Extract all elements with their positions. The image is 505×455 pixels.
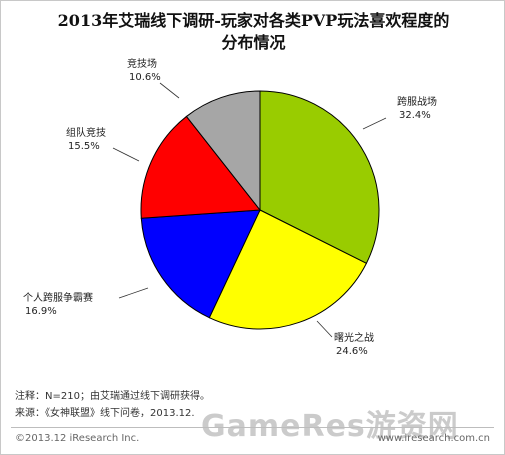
leader-line-2 <box>118 287 149 299</box>
slice-label-3: 组队竞技 <box>66 126 106 139</box>
pie-slice-4 <box>185 90 261 212</box>
slice-value-3: 15.5% <box>68 141 100 152</box>
leader-line-3 <box>112 147 140 162</box>
leader-line-1 <box>316 320 333 338</box>
leader-line-0 <box>362 117 387 130</box>
website-text: www.iresearch.com.cn <box>377 433 490 444</box>
pie-slice-3 <box>140 115 261 219</box>
slice-label-2: 个人跨服争霸赛 <box>23 291 93 304</box>
leader-line-4 <box>159 82 180 99</box>
note-text: 注释：N=210；由艾瑞通过线下调研获得。 <box>15 391 210 402</box>
slice-label-0: 跨服战场 <box>397 95 437 108</box>
copyright-text: ©2013.12 iResearch Inc. <box>15 433 140 444</box>
pie-slice-2 <box>140 209 261 319</box>
slice-value-0: 32.4% <box>399 110 431 121</box>
slice-label-4: 竞技场 <box>127 57 157 70</box>
chart-title-line-2: 分布情况 <box>221 33 286 52</box>
footer-divider <box>11 427 494 428</box>
pie-slice-1 <box>208 209 368 330</box>
slice-label-1: 曙光之战 <box>334 331 374 344</box>
chart-title-line-1: 2013年艾瑞线下调研-玩家对各类PVP玩法喜欢程度的 <box>57 11 450 30</box>
slice-value-1: 24.6% <box>336 346 368 357</box>
watermark-logo: GameRes游资网 <box>201 409 459 444</box>
source-text: 来源：《女神联盟》线下问卷，2013.12. <box>15 408 195 419</box>
pie-slice-0 <box>259 90 380 265</box>
slice-value-4: 10.6% <box>129 72 161 83</box>
slice-value-2: 16.9% <box>25 306 57 317</box>
